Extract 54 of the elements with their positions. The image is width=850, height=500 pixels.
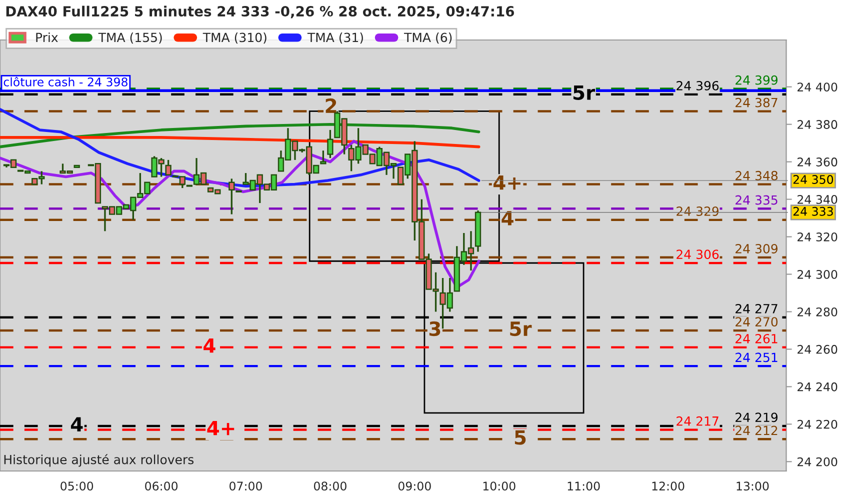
ref-line-label: 24 309 [736,244,778,254]
y-tick-label: 24 260 [798,344,838,354]
annotation: Historique ajusté aux rollovers [4,454,194,467]
x-tick-label: 10:00 [483,482,516,491]
annotation: 3 [429,321,440,336]
annotation: 4 [502,211,514,226]
x-tick-label: 08:00 [314,482,346,491]
ref-line-label: 24 306 [676,250,719,260]
annotation: 4+ [494,175,520,190]
ref-line-label: 24 217 [676,416,718,426]
y-tick-label: 24 380 [798,120,838,129]
annotation: 4 [70,417,83,432]
y-tick-label: 24 340 [798,195,838,204]
y-tick-label: 24 220 [798,420,838,429]
x-tick-label: 07:00 [230,482,262,491]
ref-line-label: 24 399 [736,75,778,85]
ref-line-label: 24 261 [736,334,778,344]
ref-line-label: clôture cash - 24 398 [4,76,128,86]
legend-label: TMA (155) [98,32,162,44]
annotation: 5 [514,430,526,445]
annotation: 5r [574,86,596,100]
y-tick-label: 24 240 [798,382,838,392]
y-tick-label: 24 280 [798,307,838,316]
ref-line-label: 24 219 [736,412,778,422]
legend-label: TMA (6) [404,32,452,44]
ref-line-label: 24 396 [676,80,719,90]
annotation: 5r [510,322,532,336]
ref-line-label: 24 387 [736,98,778,108]
y-tick-label: 24 360 [798,158,838,166]
ref-line-label: 24 251 [736,352,778,362]
x-tick-label: 13:00 [736,482,769,491]
x-tick-label: 06:00 [145,482,178,491]
x-tick-label: 11:00 [568,482,600,491]
annotation: 24 350 [793,175,834,184]
y-tick-label: 24 400 [798,82,838,92]
ref-line-label: 24 335 [736,195,778,205]
x-tick-label: 12:00 [652,482,684,491]
legend-label: Prix [36,32,58,42]
annotation: 2 [326,98,336,113]
annotation: 24 333 [793,206,833,216]
y-tick-label: 24 300 [798,270,838,279]
ref-line-label: 24 348 [736,170,778,180]
ref-line-label: 24 277 [736,304,778,314]
y-tick-label: 24 320 [798,232,838,242]
annotation: 4 [204,338,216,353]
x-tick-label: 05:00 [60,482,94,491]
legend-label: TMA (31) [307,32,363,44]
x-tick-label: 09:00 [398,482,431,491]
legend-label: TMA (310) [202,32,266,44]
ref-line-label: 24 212 [736,426,778,436]
y-tick-label: 24 200 [798,457,838,466]
chart-title: DAX40 Full1225 5 minutes 24 333 -0,26 % 28 oct. 2025, 09:47:16 [6,6,514,18]
ref-line-label: 24 270 [736,317,778,327]
annotation: 4+ [207,420,234,436]
